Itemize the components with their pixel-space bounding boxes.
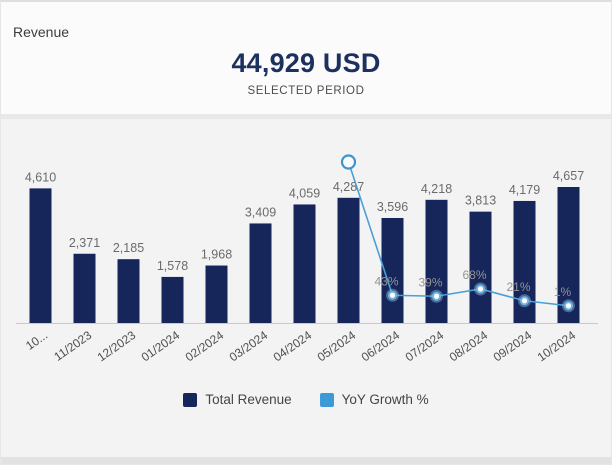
x-axis-label: 10...: [23, 328, 50, 353]
kpi-total-value: 44,929 USD: [231, 48, 381, 78]
x-axis-label: 06/2024: [359, 328, 403, 365]
yoy-marker: [387, 290, 398, 300]
yoy-point-label: 68%: [462, 268, 486, 282]
kpi-subtitle: SELECTED PERIOD: [247, 85, 365, 97]
chart-region: 4,610 10... 2,371 11/2023 2,185 12/2023 1,578 0…: [1, 119, 611, 407]
x-axis-label: 11/2023: [51, 328, 94, 364]
bar-value-label: 4,287: [333, 180, 364, 194]
x-axis-label: 09/2024: [491, 328, 535, 365]
revenue-bar: [29, 188, 52, 323]
yoy-point-label: 39%: [418, 275, 442, 289]
bar-value-label: 4,218: [421, 182, 452, 196]
header-divider: [1, 114, 611, 119]
kpi-block: 44,929 USD SELECTED PERIOD: [1, 48, 611, 97]
bar-value-label: 2,185: [113, 241, 144, 255]
revenue-bar: [205, 265, 228, 323]
revenue-bar: [117, 259, 140, 323]
yoy-marker: [563, 301, 574, 311]
yoy-marker: [519, 296, 530, 306]
bar-value-label: 4,610: [25, 170, 56, 184]
revenue-bar: [557, 187, 580, 323]
x-axis-label: 01/2024: [139, 328, 183, 365]
bar-value-label: 3,409: [245, 205, 276, 219]
revenue-bar: [469, 211, 492, 323]
x-axis-label: 07/2024: [403, 328, 447, 365]
revenue-bar: [337, 197, 360, 323]
revenue-bar: [381, 217, 404, 323]
x-axis-label: 08/2024: [447, 328, 491, 365]
revenue-bar: [425, 199, 448, 323]
bar-value-label: 1,578: [157, 259, 188, 273]
x-axis-label: 05/2024: [315, 328, 359, 365]
bar-value-label: 2,371: [69, 236, 100, 250]
legend-label-total-revenue: Total Revenue: [205, 392, 292, 407]
revenue-bar: [513, 200, 536, 323]
revenue-bar: [161, 276, 184, 323]
x-axis-label: 04/2024: [271, 328, 315, 365]
yoy-open-marker: [340, 154, 357, 170]
widget-title: Revenue: [13, 24, 70, 40]
yoy-point-label: 1%: [554, 285, 572, 299]
legend-label-yoy-growth: YoY Growth %: [341, 392, 429, 407]
revenue-bar: [73, 253, 96, 323]
bar-value-label: 4,657: [553, 169, 584, 183]
yoy-point-label: 21%: [506, 280, 530, 294]
x-axis-label: 10/2024: [535, 328, 579, 365]
revenue-bar: [293, 204, 316, 323]
bar-value-label: 3,596: [377, 200, 408, 214]
bar-value-label: 3,813: [465, 194, 496, 208]
x-axis-label: 03/2024: [227, 328, 271, 365]
legend-swatch-yoy-growth: [319, 392, 334, 407]
legend-item-yoy-growth[interactable]: YoY Growth %: [319, 392, 429, 407]
bar-value-label: 4,179: [509, 183, 540, 197]
revenue-bar: [249, 223, 272, 323]
bar-value-label: 4,059: [289, 186, 320, 200]
bottom-strip: [1, 457, 611, 464]
legend-item-total-revenue[interactable]: Total Revenue: [183, 392, 292, 407]
yoy-marker: [431, 291, 442, 301]
yoy-point-label: 43%: [374, 274, 398, 288]
yoy-marker: [475, 284, 486, 294]
chart-legend: Total Revenue YoY Growth %: [1, 392, 611, 407]
yoy-growth-line: [347, 161, 569, 307]
x-axis-label: 02/2024: [183, 328, 227, 365]
bar-value-label: 1,968: [201, 248, 232, 262]
widget-header: Revenue 44,929 USD SELECTED PERIOD: [1, 2, 611, 114]
x-axis-label: 12/2023: [95, 328, 139, 365]
revenue-chart: 4,610 10... 2,371 11/2023 2,185 12/2023 1,578 0…: [16, 154, 598, 365]
legend-swatch-total-revenue: [183, 392, 198, 407]
